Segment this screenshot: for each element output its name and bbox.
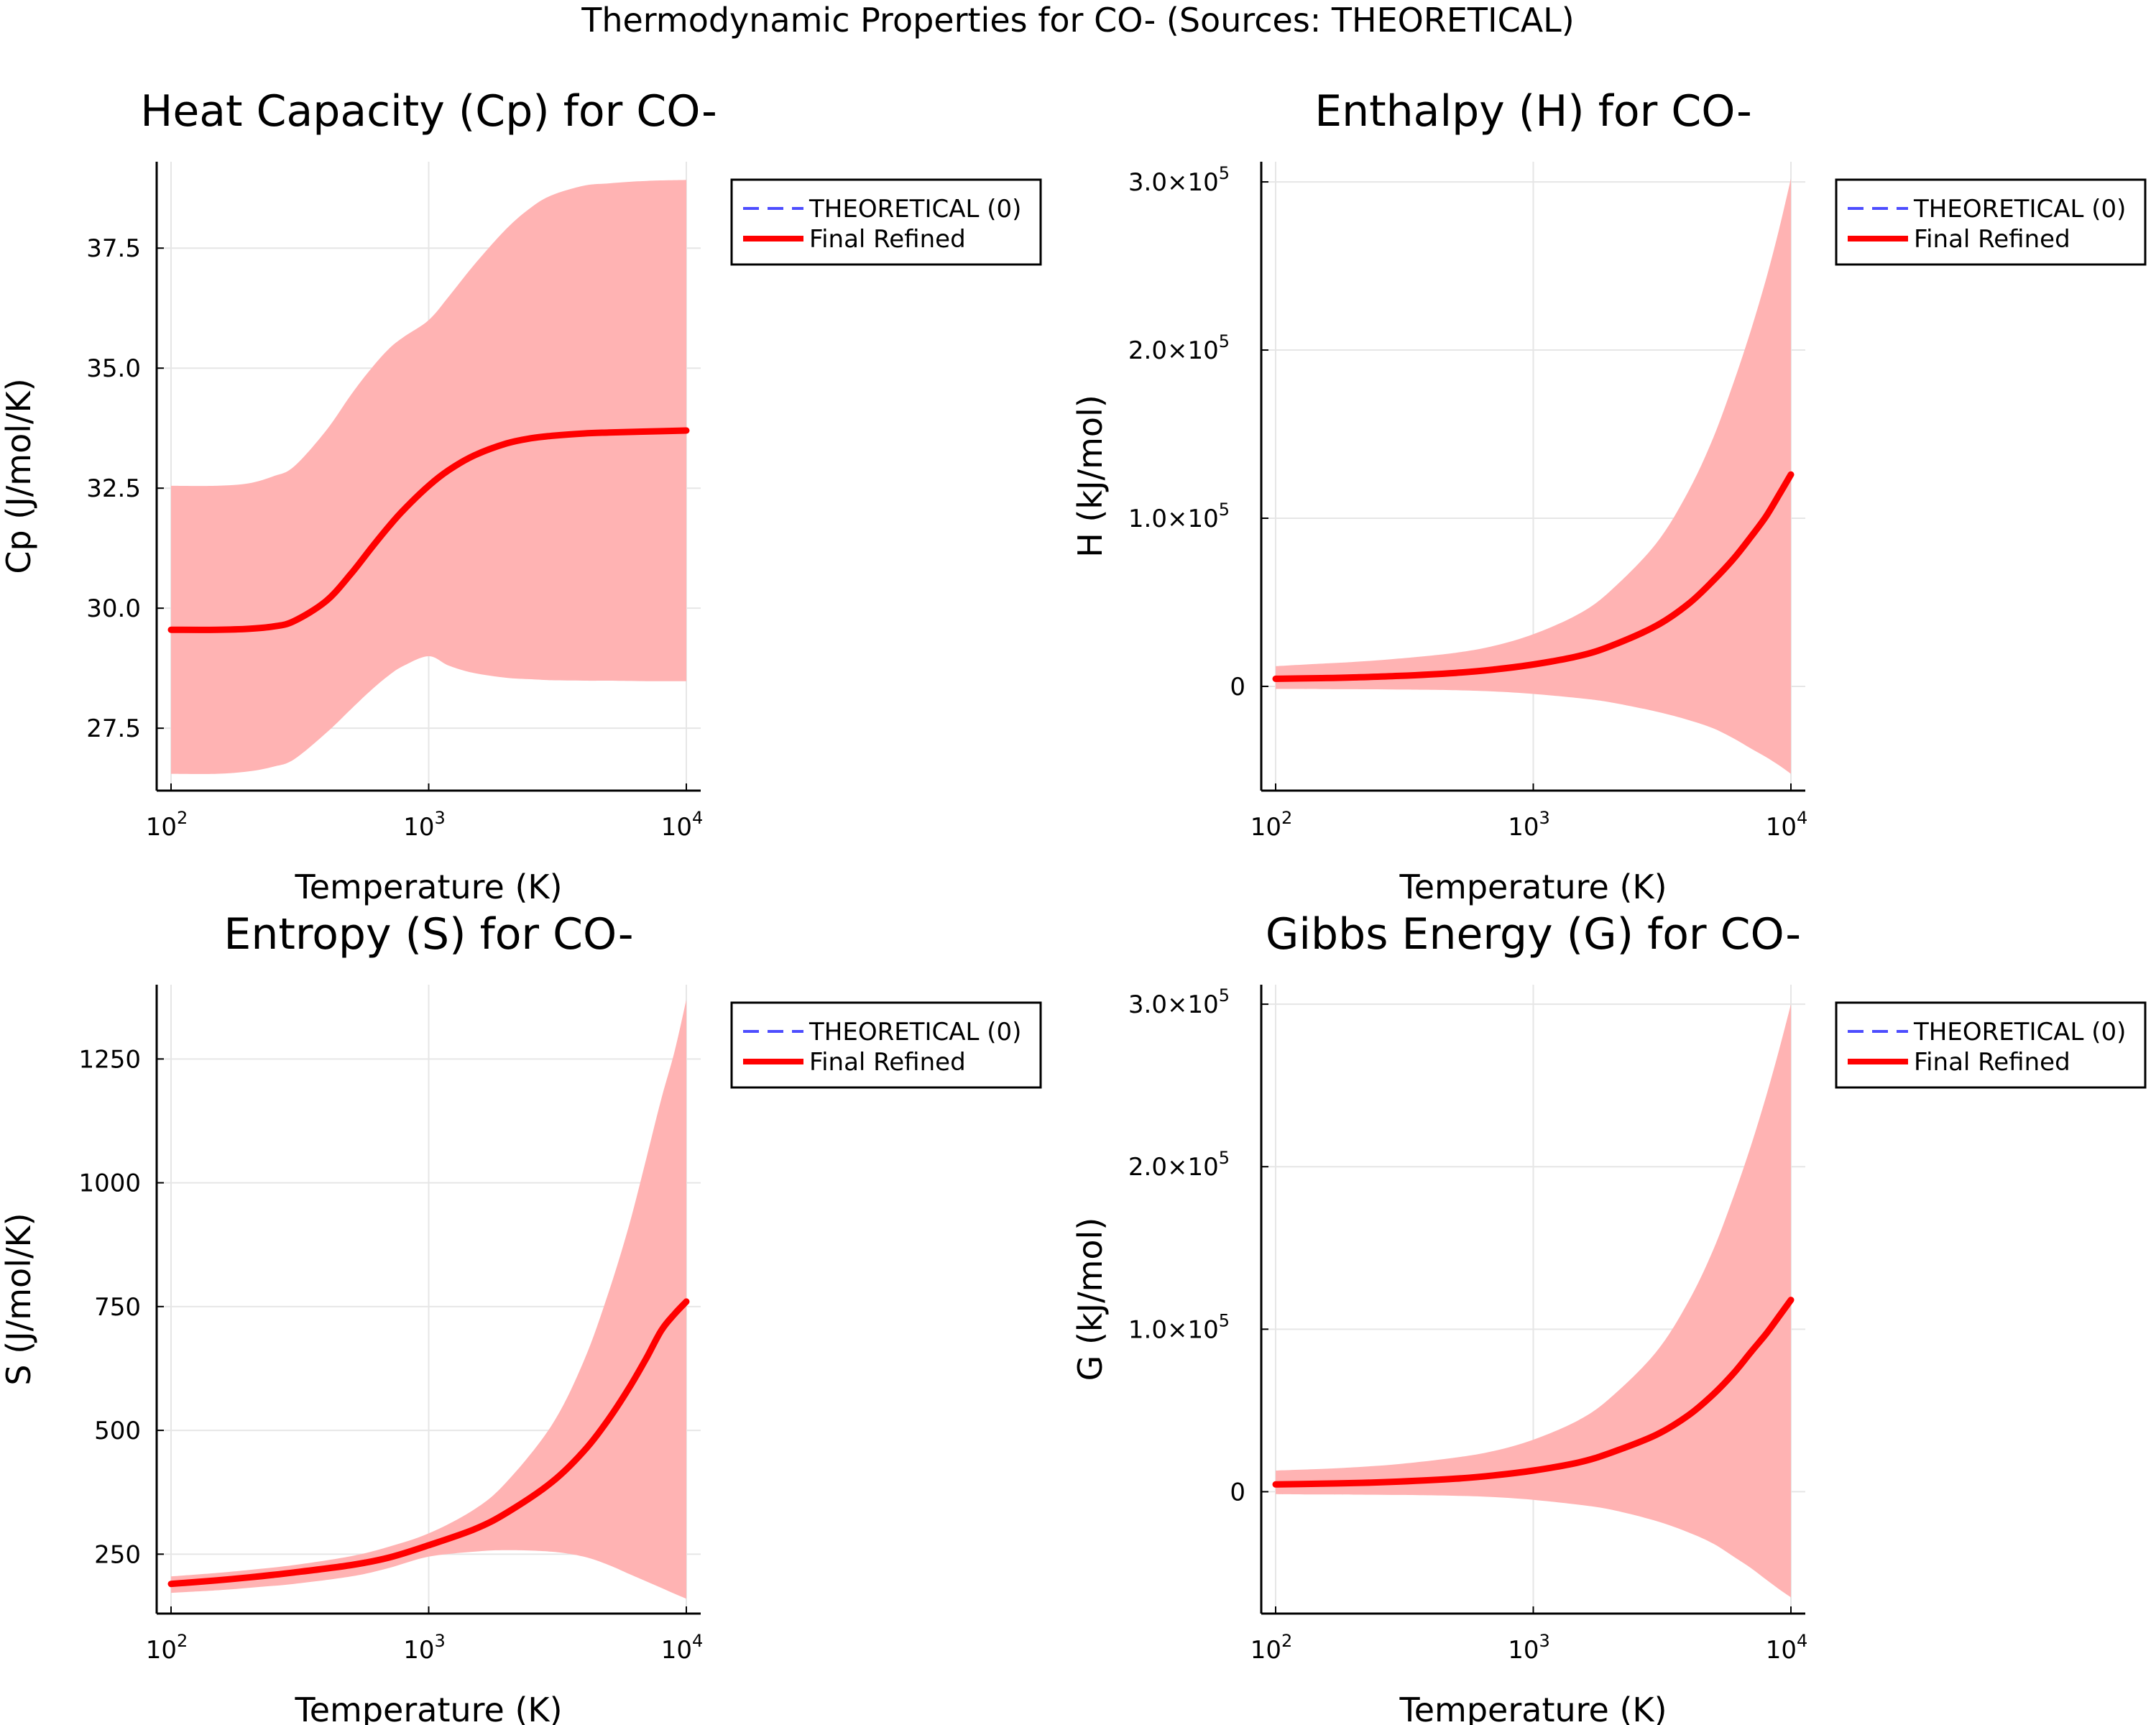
legend-label-theoretical: THEORETICAL (0) — [808, 1018, 1021, 1046]
y-tick-label: 2.0×105 — [1128, 1148, 1230, 1182]
y-tick-label: 3.0×105 — [1128, 163, 1230, 197]
y-tick-label: 30.0 — [86, 594, 141, 623]
y-tick-label: 1250 — [78, 1045, 141, 1074]
chart-panel-1: 102 103 104 27.5 30.0 32.5 35.0 37.5 Heat Capaci… — [0, 86, 1042, 906]
chart-panel-4: 102 103 104 0 1.0×105 2.0×105 3.0×105 Gibbs Ene… — [1071, 909, 2147, 1725]
uncertainty-band — [171, 999, 686, 1599]
legend-box — [730, 1001, 1042, 1089]
x-tick-label: 104 — [1766, 808, 1808, 842]
legend-box — [730, 178, 1042, 266]
uncertainty-band — [171, 180, 686, 774]
x-tick-label: 102 — [146, 1631, 188, 1665]
y-tick-label: 3.0×105 — [1128, 985, 1230, 1019]
y-axis-label: S (J/mol/K) — [0, 1213, 38, 1385]
x-tick-label: 102 — [1250, 808, 1293, 842]
x-axis-label: Temperature (K) — [294, 868, 562, 906]
x-axis-label: Temperature (K) — [1399, 868, 1667, 906]
panel-title: Entropy (S) for CO- — [224, 909, 633, 960]
chart-panel-3: 102 103 104 250 500 750 1000 1250 Entropy (S) fo… — [0, 909, 1042, 1725]
x-tick-label: 104 — [661, 808, 704, 842]
x-axis-label: Temperature (K) — [1399, 1690, 1667, 1725]
legend-label-final-refined: Final Refined — [809, 225, 966, 254]
subplot-grid: 102 103 104 27.5 30.0 32.5 35.0 37.5 Heat Capaci… — [0, 86, 2147, 1725]
x-tick-label: 103 — [403, 1631, 446, 1665]
y-tick-label: 1.0×105 — [1128, 500, 1230, 533]
uncertainty-band — [1276, 1004, 1791, 1598]
legend: THEORETICAL (0)Final Refined — [730, 1001, 1042, 1089]
x-tick-label: 103 — [403, 808, 446, 842]
series-line-final-refined — [167, 427, 690, 633]
panel-title: Enthalpy (H) for CO- — [1314, 86, 1752, 137]
legend: THEORETICAL (0)Final Refined — [1835, 1001, 2147, 1089]
legend: THEORETICAL (0)Final Refined — [730, 178, 1042, 266]
y-tick-label: 750 — [94, 1293, 141, 1322]
x-tick-label: 103 — [1508, 1631, 1550, 1665]
x-tick-label: 102 — [1250, 1631, 1293, 1665]
legend-label-final-refined: Final Refined — [1914, 225, 2070, 254]
legend: THEORETICAL (0)Final Refined — [1835, 178, 2147, 266]
x-tick-label: 104 — [1766, 1631, 1808, 1665]
y-tick-label: 27.5 — [86, 714, 141, 743]
legend-label-theoretical: THEORETICAL (0) — [1913, 1018, 2126, 1046]
figure-suptitle: Thermodynamic Properties for CO- (Source… — [581, 1, 1575, 40]
chart-panel-2: 102 103 104 0 1.0×105 2.0×105 3.0×105 Enthalpy … — [1071, 86, 2147, 906]
x-tick-label: 103 — [1508, 808, 1550, 842]
legend-label-theoretical: THEORETICAL (0) — [1913, 195, 2126, 224]
y-tick-label: 37.5 — [86, 234, 141, 263]
legend-box — [1835, 1001, 2147, 1089]
y-tick-label: 0 — [1230, 1478, 1245, 1506]
y-tick-label: 1.0×105 — [1128, 1310, 1230, 1344]
legend-label-final-refined: Final Refined — [809, 1048, 966, 1077]
panel-title: Heat Capacity (Cp) for CO- — [140, 86, 717, 137]
series-line-final-refined — [167, 1298, 690, 1588]
y-tick-label: 500 — [94, 1417, 141, 1445]
x-tick-label: 102 — [146, 808, 188, 842]
y-tick-label: 1000 — [78, 1169, 141, 1198]
y-axis-label: H (kJ/mol) — [1071, 395, 1110, 558]
y-tick-label: 250 — [94, 1540, 141, 1569]
y-tick-label: 0 — [1230, 673, 1245, 702]
legend-label-theoretical: THEORETICAL (0) — [808, 195, 1021, 224]
y-tick-label: 35.0 — [86, 354, 141, 383]
x-axis-label: Temperature (K) — [294, 1690, 562, 1725]
y-axis-label: G (kJ/mol) — [1071, 1218, 1110, 1381]
y-axis-label: Cp (J/mol/K) — [0, 378, 38, 574]
y-tick-label: 32.5 — [86, 474, 141, 503]
panel-title: Gibbs Energy (G) for CO- — [1266, 909, 1801, 960]
y-tick-label: 2.0×105 — [1128, 331, 1230, 365]
legend-label-final-refined: Final Refined — [1914, 1048, 2070, 1077]
legend-box — [1835, 178, 2147, 266]
x-tick-label: 104 — [661, 1631, 704, 1665]
series-line-final-refined — [1272, 471, 1795, 682]
series-line-final-refined — [1272, 1297, 1795, 1488]
